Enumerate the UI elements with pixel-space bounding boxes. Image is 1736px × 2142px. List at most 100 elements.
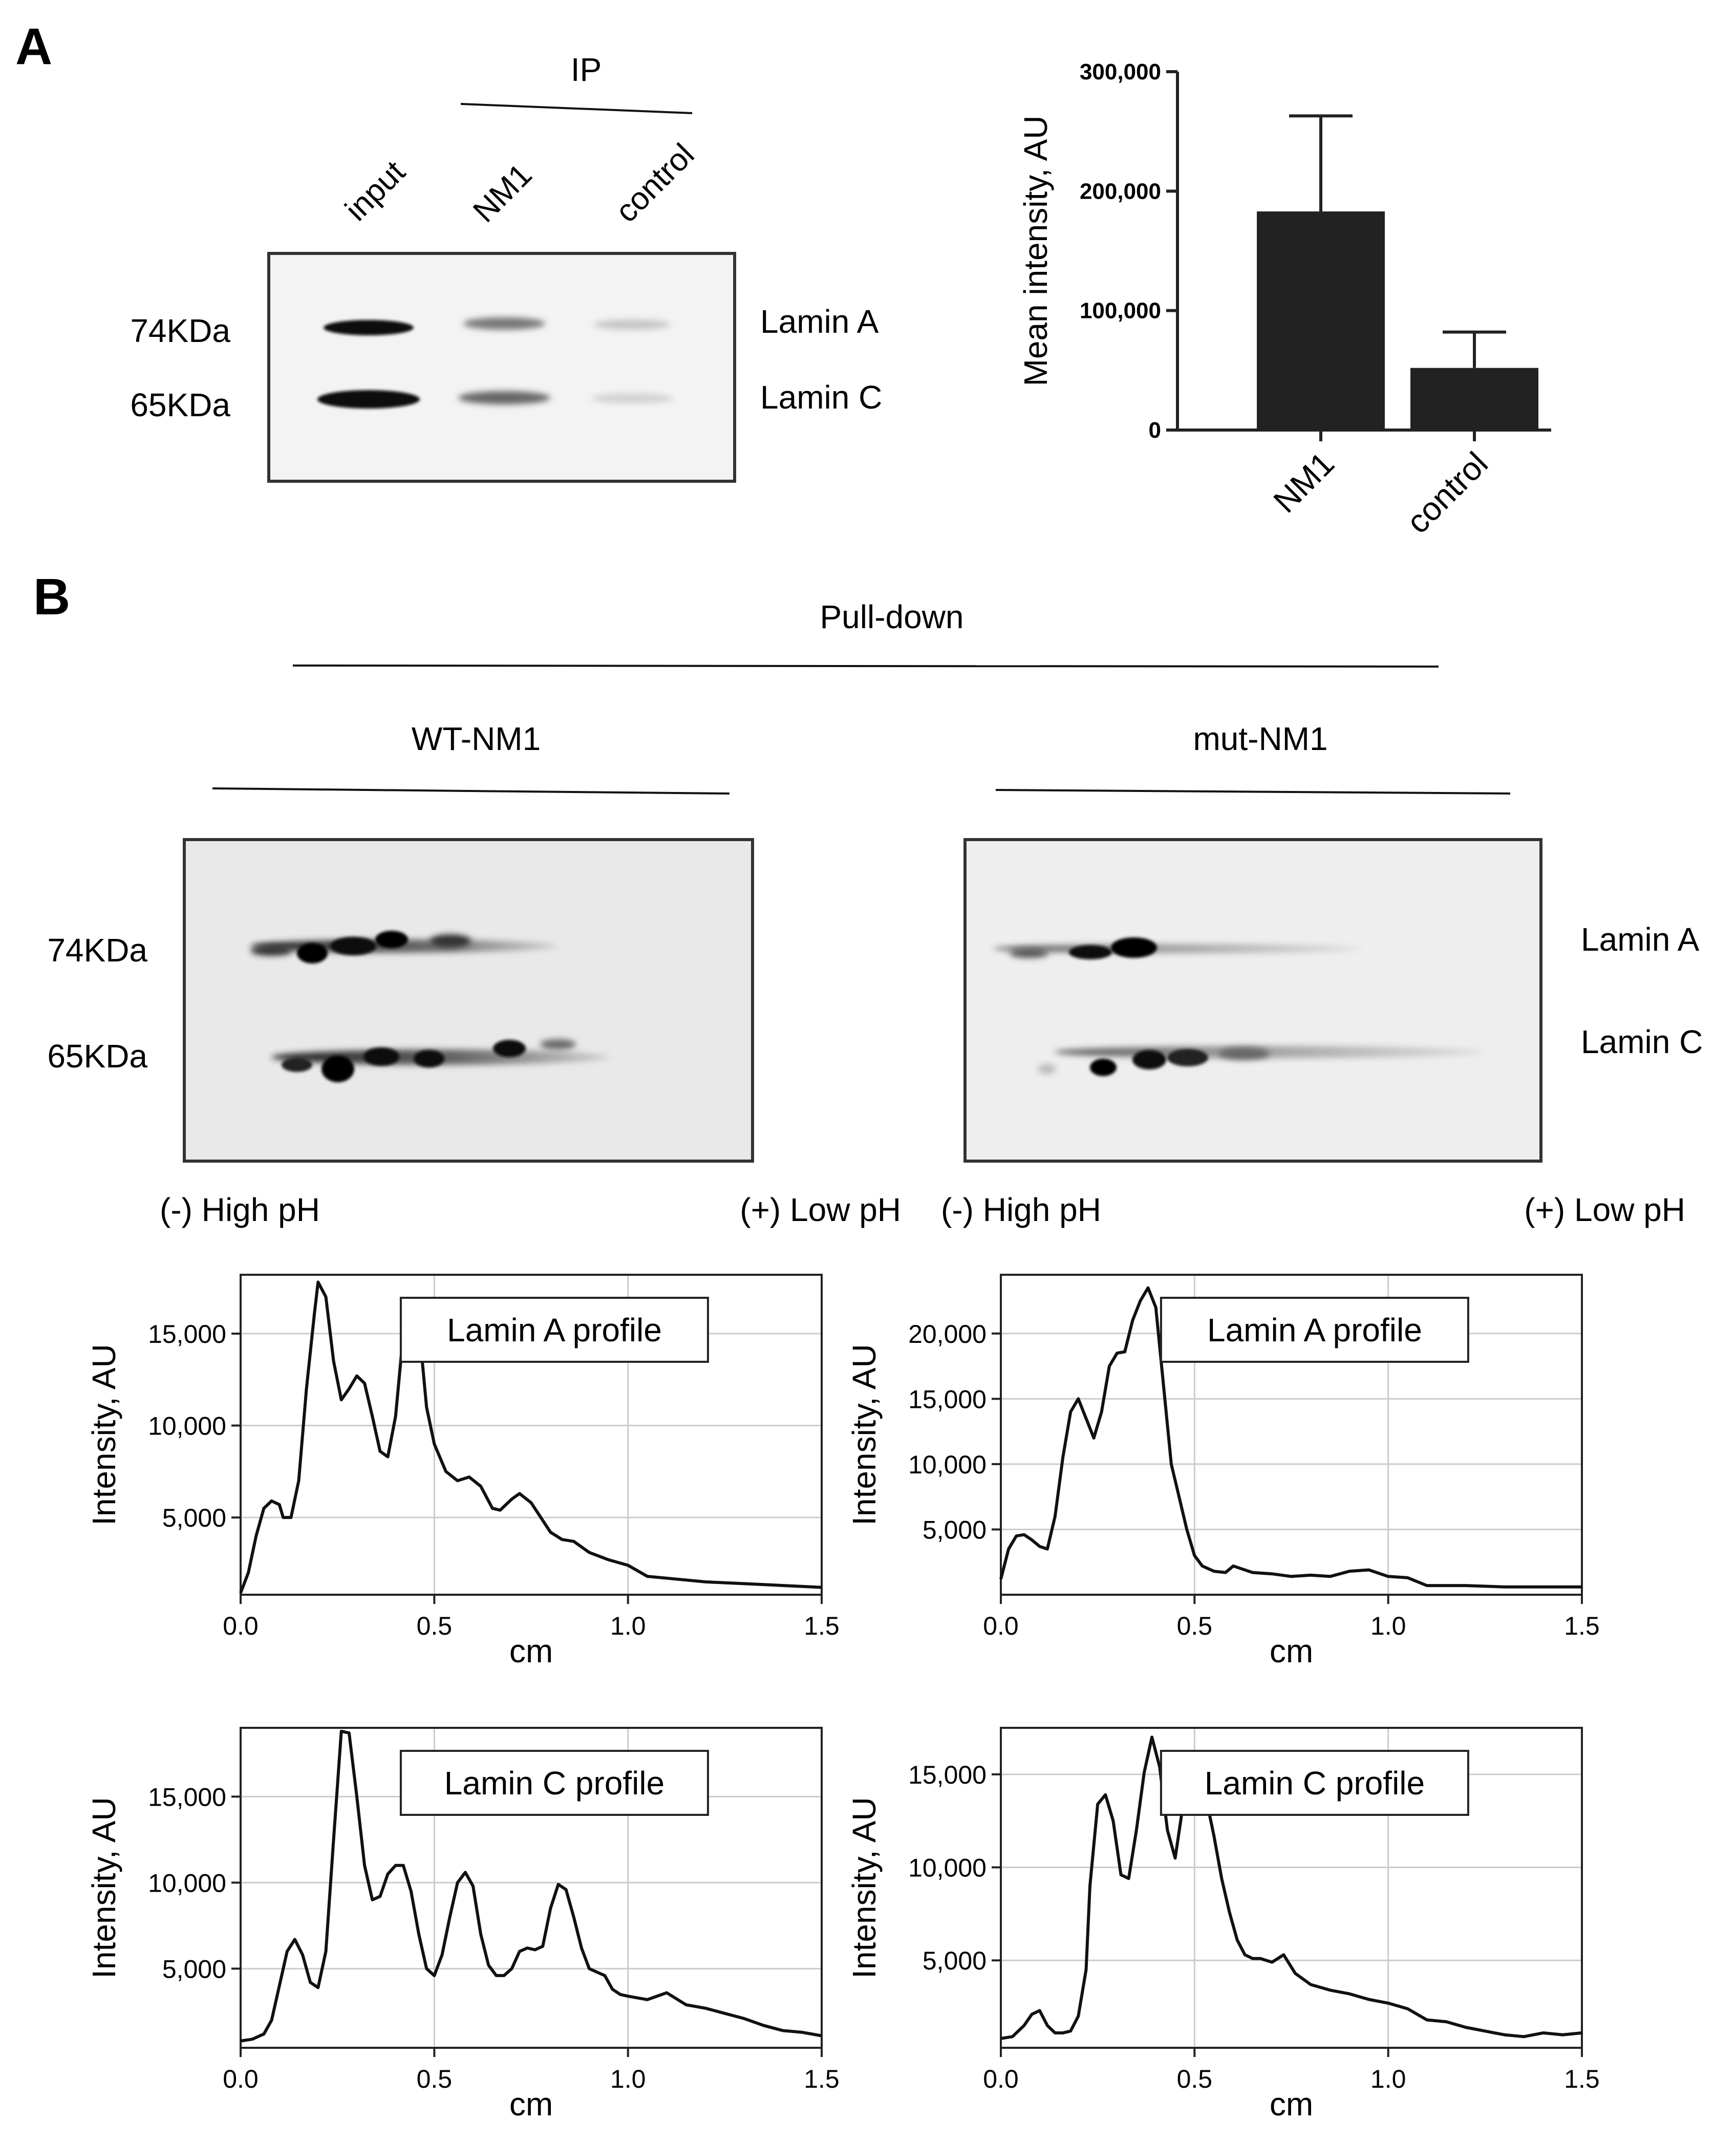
xtick-label: 0.0: [223, 2065, 259, 2093]
xtick-label: 0.5: [417, 1612, 453, 1640]
panel-a: A IP input NM1 control 74KDa 65KDa Lamin…: [15, 18, 1551, 541]
bar-nm1: [1257, 211, 1385, 430]
ph-low-mut: (+) Low pH: [1524, 1191, 1685, 1228]
band-input-lamin-c: [317, 390, 420, 409]
spot-mut-a-3: [1111, 937, 1157, 958]
band-nm1-lamin-c: [458, 391, 550, 404]
xtick-label: 1.0: [1370, 2065, 1406, 2093]
panel-b-label: B: [33, 568, 70, 626]
xtick-label: 1.5: [804, 2065, 840, 2093]
plot-frame: [240, 1274, 823, 1596]
ip-label: IP: [571, 51, 602, 88]
ytick-label: 10,000: [908, 1854, 987, 1882]
band-label-lamin-c-b: Lamin C: [1581, 1023, 1703, 1060]
lane-label-nm1: NM1: [466, 157, 539, 229]
bar-ytick-label: 200,000: [1080, 179, 1161, 204]
mw-65-a: 65KDa: [130, 387, 230, 423]
ph-high-mut: (-) High pH: [941, 1191, 1101, 1228]
mut-line: [995, 789, 1511, 795]
spot-wt-c-4: [414, 1050, 444, 1067]
spot-mut-a-1: [1010, 949, 1048, 958]
xtick-label: 0.5: [1177, 1612, 1213, 1640]
gel-mut-nm1: [963, 838, 1542, 1163]
bar-category-label: control: [1399, 445, 1495, 541]
mut-nm1-label: mut-NM1: [1193, 720, 1327, 757]
spot-wt-c-6: [540, 1039, 576, 1049]
xtick-label: 0.5: [1177, 2065, 1213, 2093]
mw-65-b: 65KDa: [47, 1038, 147, 1075]
profile-line: [240, 1729, 822, 2043]
plot-frame: [1000, 1274, 1583, 1596]
ph-high-wt: (-) High pH: [160, 1191, 320, 1228]
profile-plot-wt-lamin-c: 0.0 0.5 1.0 1.5 5,000 10,000 15,000 cm Intensity…: [85, 1727, 840, 2123]
spot-mut-c-3: [1167, 1049, 1208, 1066]
band-input-lamin-a: [324, 320, 414, 335]
band-label-lamin-a-a: Lamin A: [760, 303, 879, 340]
xtick-label: 0.0: [983, 1612, 1019, 1640]
ytick-label: 15,000: [148, 1783, 226, 1811]
xlabel: cm: [1270, 2086, 1313, 2123]
spot-wt-a-2: [330, 937, 376, 955]
ytick-label: 5,000: [923, 1515, 987, 1544]
ylabel: Intensity, AU: [846, 1344, 883, 1526]
xtick-label: 1.0: [1370, 1612, 1406, 1640]
mw-74-b: 74KDa: [47, 932, 147, 969]
bar-ytick-label: 100,000: [1080, 298, 1161, 324]
wt-nm1-label: WT-NM1: [412, 720, 541, 757]
gel-wt-nm1: [183, 838, 754, 1163]
panel-b: B Pull-down WT-NM1 mut-NM1: [33, 568, 1703, 2123]
ylabel: Intensity, AU: [85, 1344, 122, 1526]
annotation-label: Lamin A profile: [1207, 1312, 1422, 1348]
spot-wt-c-1: [322, 1056, 354, 1082]
streak-mut-lamin-c: [1055, 1046, 1485, 1058]
wt-line: [212, 787, 730, 795]
bar-ytick-label: 300,000: [1080, 59, 1161, 84]
profile-line: [999, 1286, 1582, 1589]
streak-mut-lamin-a: [993, 944, 1362, 953]
spot-wt-c-2: [282, 1058, 312, 1072]
ytick-label: 15,000: [148, 1320, 226, 1348]
gel-frame-wt: [183, 838, 754, 1163]
bar-ytick-label: 0: [1149, 418, 1161, 443]
ip-line: [460, 103, 693, 114]
xlabel: cm: [509, 1633, 553, 1669]
spot-wt-a-1: [297, 943, 328, 963]
xtick-label: 1.0: [610, 2065, 646, 2093]
annotation-box: [399, 1750, 709, 1816]
xtick-label: 0.5: [417, 2065, 453, 2093]
annotation-box: [399, 1297, 709, 1363]
bar-category-label: NM1: [1266, 445, 1341, 520]
xtick-label: 1.0: [610, 1612, 646, 1640]
xtick-label: 0.0: [223, 1612, 259, 1640]
lane-label-control: control: [609, 137, 701, 229]
pulldown-line: [292, 665, 1439, 668]
blot-bands: [317, 317, 673, 409]
bar-ylabel: Mean intensity, AU: [1017, 116, 1054, 387]
xtick-label: 0.0: [983, 2065, 1019, 2093]
profile-plot-wt-lamin-a: 0.0 0.5 1.0 1.5 5,000 10,000 15,000 cm Intensity…: [85, 1274, 840, 1669]
spot-mut-c-2: [1132, 1050, 1166, 1069]
gel-spots-mut: [993, 937, 1485, 1076]
ytick-label: 5,000: [923, 1946, 987, 1975]
plot-frame: [240, 1727, 823, 2049]
spot-mut-c-0: [1038, 1064, 1056, 1074]
spot-mut-c-1: [1090, 1059, 1117, 1076]
ph-low-wt: (+) Low pH: [740, 1191, 901, 1228]
lane-label-input: input: [338, 154, 412, 228]
gel-frame-mut: [963, 838, 1542, 1163]
band-control-lamin-c: [591, 393, 673, 403]
ylabel: Intensity, AU: [846, 1797, 883, 1979]
annotation-label: Lamin C profile: [1205, 1765, 1425, 1802]
panel-a-label: A: [15, 18, 52, 75]
pulldown-label: Pull-down: [820, 598, 963, 635]
ytick-label: 10,000: [908, 1450, 987, 1479]
spot-wt-a-5: [251, 946, 292, 956]
ytick-label: 15,000: [908, 1385, 987, 1413]
blot-frame: [267, 252, 736, 483]
xlabel: cm: [1270, 1633, 1313, 1669]
ytick-label: 10,000: [148, 1869, 226, 1897]
annotation-label: Lamin A profile: [447, 1312, 662, 1348]
spot-wt-a-4: [430, 934, 471, 948]
ytick-label: 10,000: [148, 1412, 226, 1441]
